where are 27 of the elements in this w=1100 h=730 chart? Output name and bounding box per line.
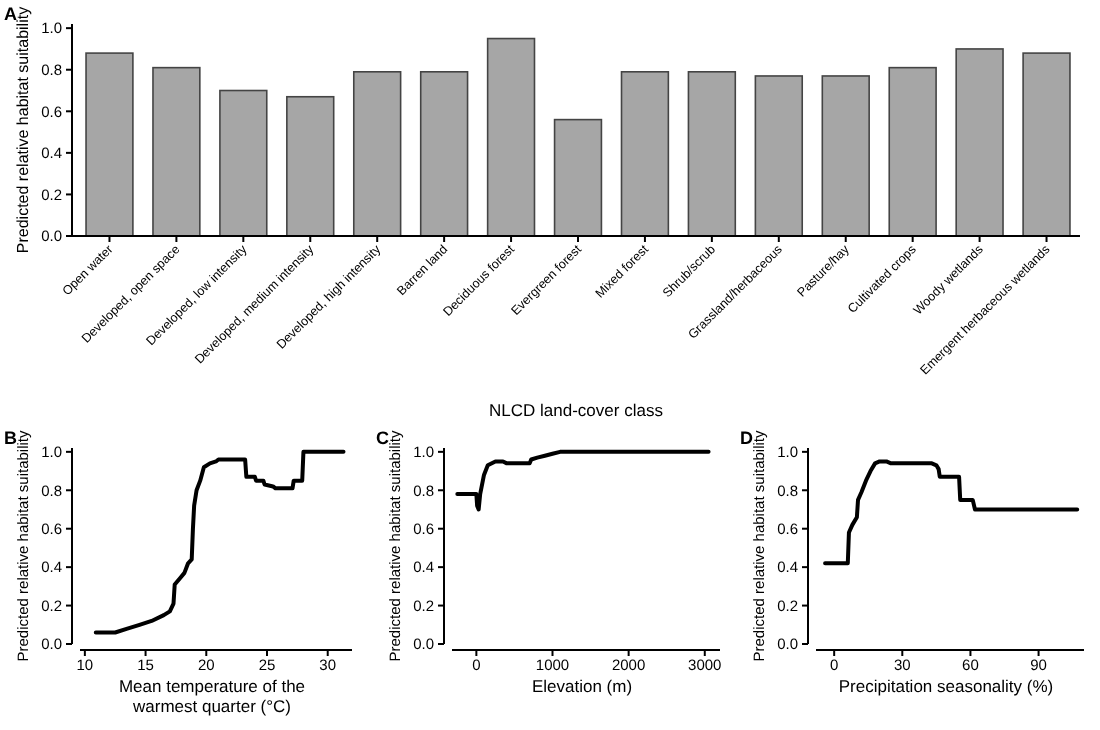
bar [352, 71, 402, 237]
bar [486, 37, 536, 237]
chart-title: A [4, 4, 18, 24]
chart-title: D [740, 428, 754, 448]
x-axis-title: NLCD land-cover class [489, 400, 663, 420]
bar [821, 75, 870, 237]
bar [687, 71, 737, 237]
chart-title: B [4, 428, 18, 448]
y-axis-title: Predicted relative habitat suitability [14, 6, 32, 254]
bar [152, 66, 201, 237]
bar [620, 71, 670, 237]
bar [219, 89, 268, 237]
bar [1022, 52, 1071, 237]
line-series [455, 449, 711, 512]
bar [85, 52, 134, 237]
x-axis-title: Precipitation seasonality (%) [838, 676, 1054, 696]
line-series [823, 459, 1080, 566]
bar [286, 95, 335, 237]
bar [888, 66, 937, 237]
chart-title: C [376, 428, 390, 448]
line-series [93, 449, 346, 635]
bar [553, 118, 603, 237]
bar [754, 75, 804, 237]
x-axis-title: Mean temperature of the warmest quarter (°C) [118, 676, 306, 716]
bar [419, 71, 469, 237]
bar [955, 48, 1004, 237]
x-axis-title: Elevation (m) [531, 676, 633, 696]
